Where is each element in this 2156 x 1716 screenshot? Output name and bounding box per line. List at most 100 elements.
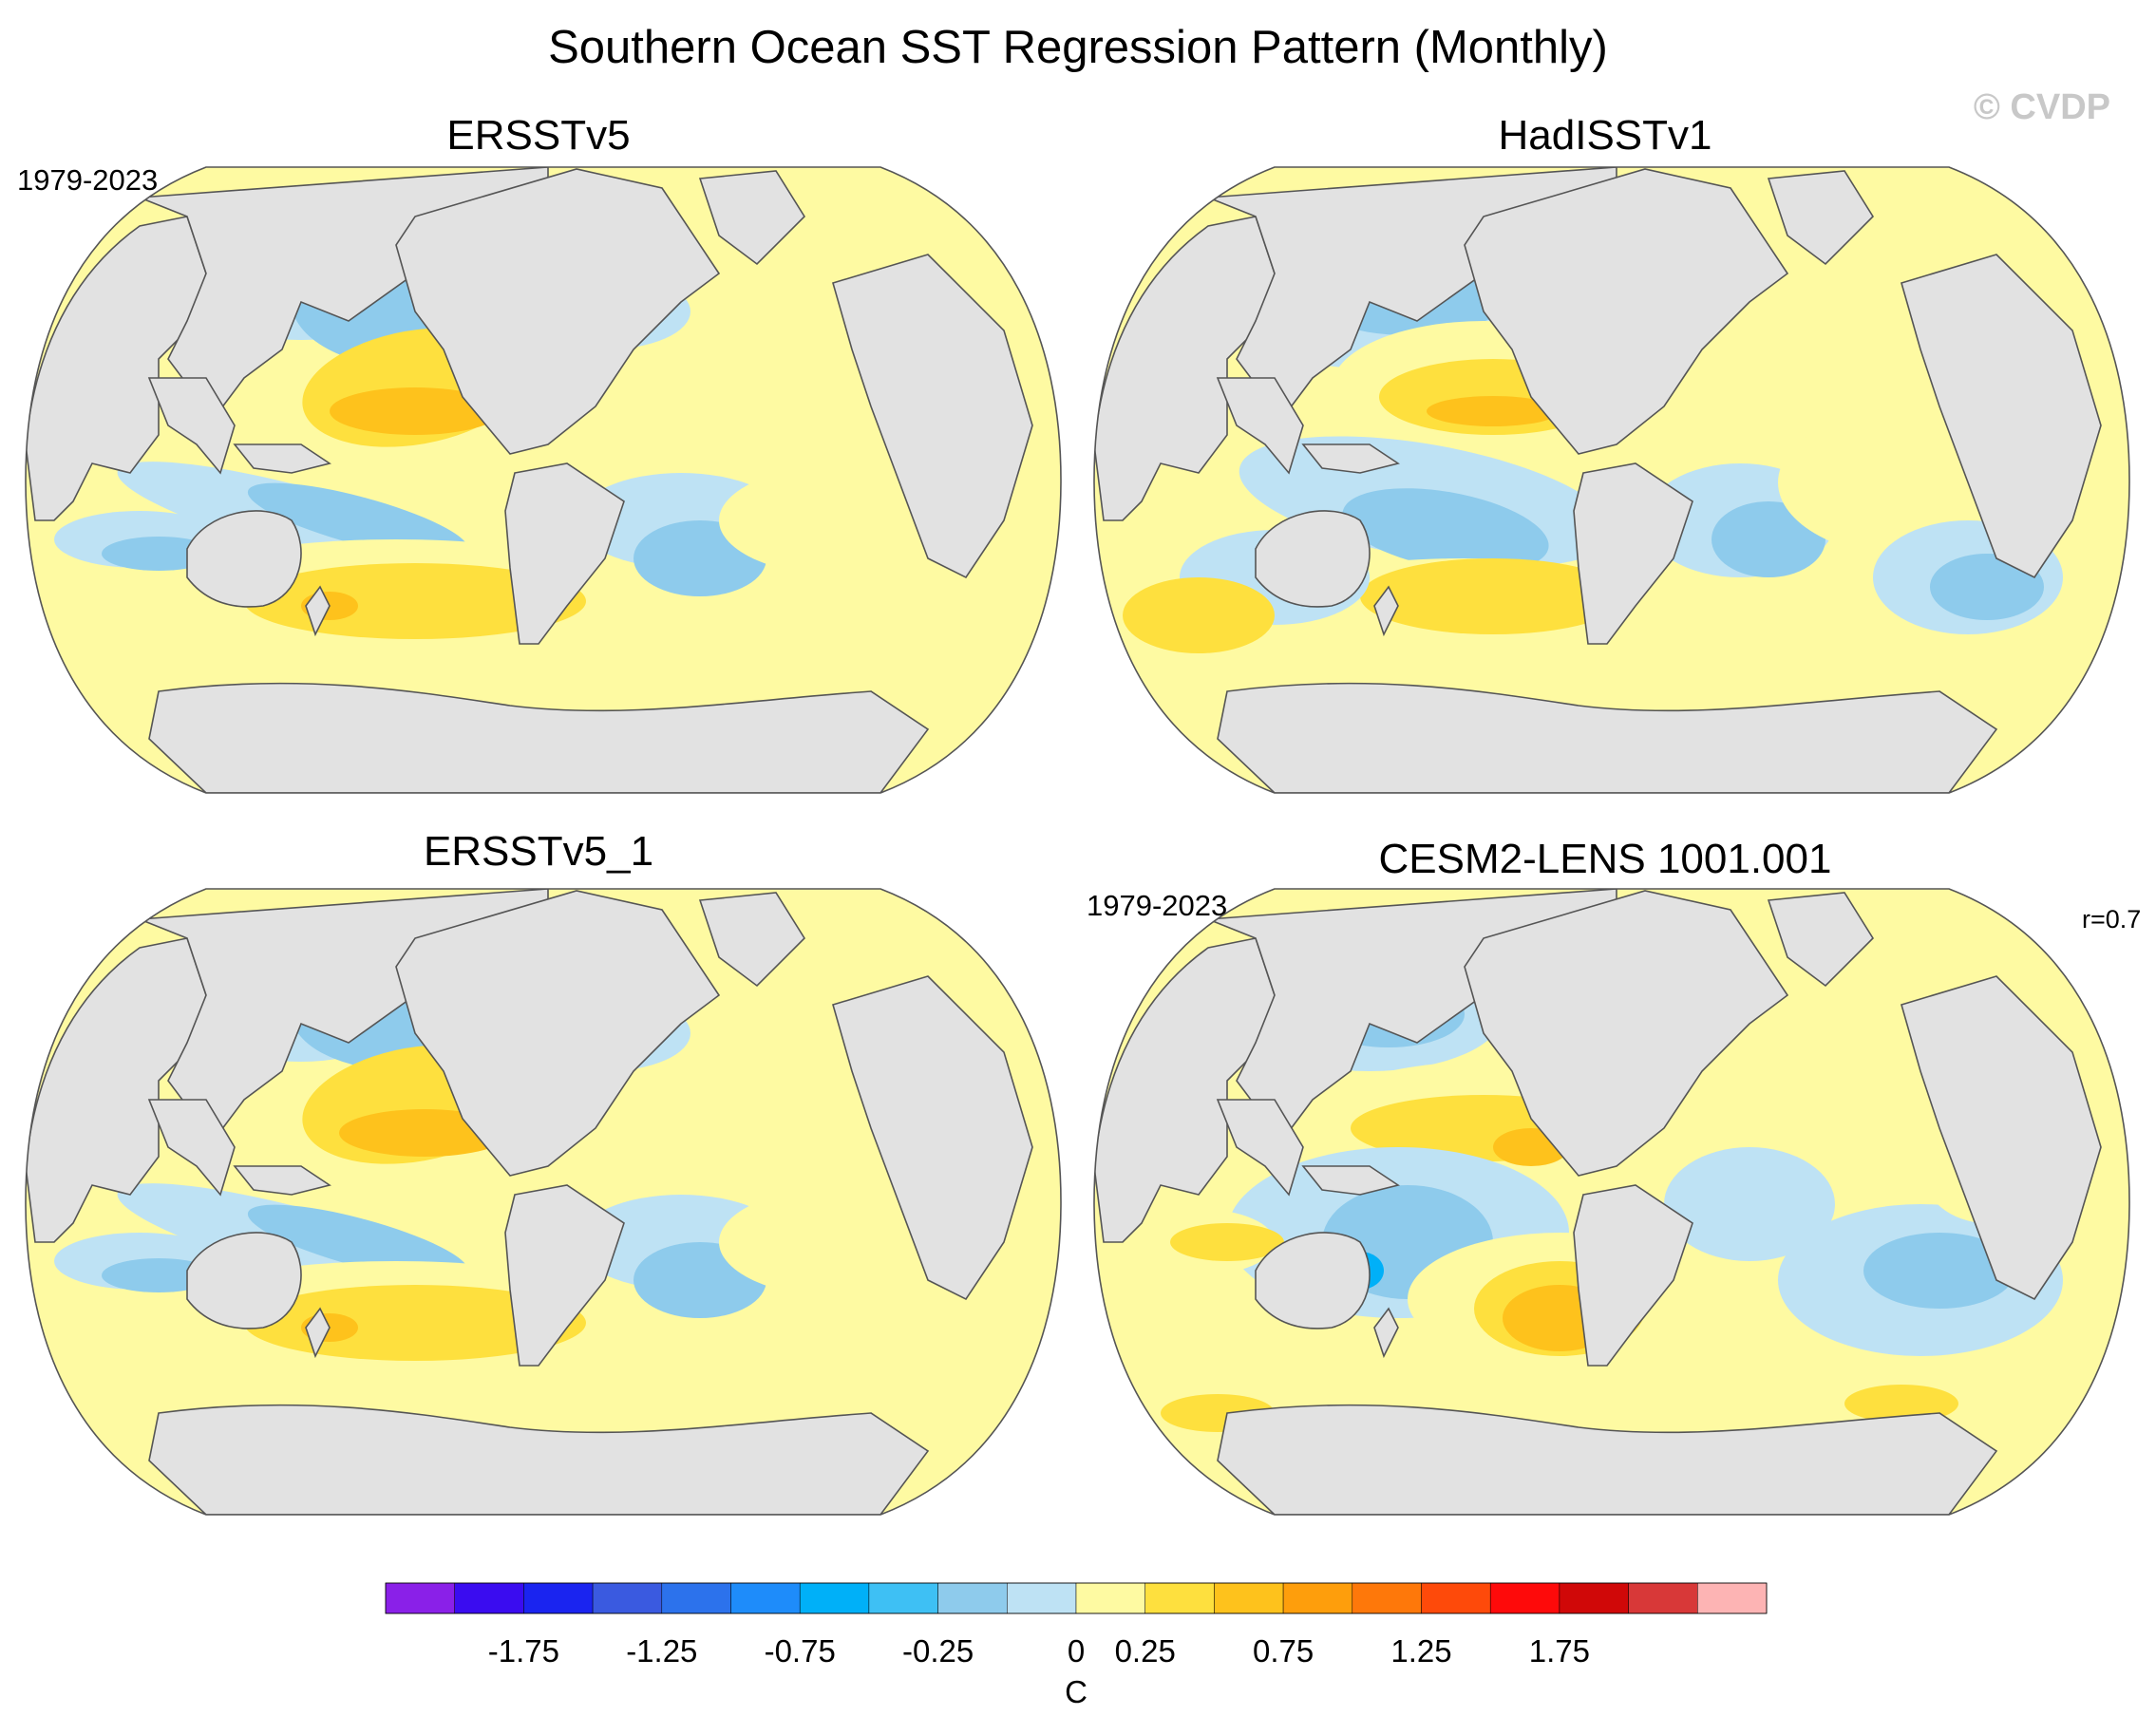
panel-period-cesm2: 1979-2023 — [1087, 889, 1228, 922]
land-australia — [186, 1232, 302, 1329]
land-africa-right — [1901, 975, 2102, 1301]
colorbar-bin — [799, 1582, 870, 1614]
figure-title: Southern Ocean SST Regression Pattern (M… — [548, 22, 1608, 73]
land-north-america — [1464, 890, 1789, 1177]
panel-title-ersstv5-1: ERSSTv5_1 — [423, 828, 654, 875]
land-south-asia — [147, 377, 236, 475]
land-africa-europe — [1094, 937, 1276, 1243]
colorbar-bin — [1144, 1582, 1215, 1614]
colorbar-tick-label: -1.25 — [626, 1633, 697, 1669]
colorbar-bin — [592, 1582, 663, 1614]
map-field-group — [1094, 889, 2129, 1515]
land-australia — [1255, 510, 1371, 608]
land-greenland — [1767, 170, 1875, 266]
sst-anomaly-region — [1170, 1223, 1284, 1261]
colorbar-bin — [1075, 1582, 1145, 1614]
land-indonesia — [1301, 1165, 1400, 1196]
sst-anomaly-region — [1930, 554, 2044, 620]
land-africa-right — [832, 975, 1033, 1301]
land-greenland — [698, 892, 806, 988]
land-greenland — [1767, 892, 1875, 988]
sst-anomaly-region — [1712, 501, 1825, 577]
colorbar-tick-label: -1.75 — [488, 1633, 559, 1669]
colorbar-bin — [385, 1582, 455, 1614]
colorbar-bin — [1628, 1582, 1698, 1614]
land-indonesia — [233, 443, 331, 474]
map-frame — [1093, 888, 2130, 1516]
sst-anomaly-region — [247, 482, 469, 558]
land-africa-europe — [1094, 216, 1276, 521]
colorbar-bin — [1352, 1582, 1422, 1614]
map-panel-ersstv5 — [25, 166, 1062, 794]
colorbar-bin — [937, 1582, 1008, 1614]
sst-anomaly-region — [1427, 396, 1560, 426]
map-field-group — [1094, 167, 2129, 793]
map-frame — [1093, 166, 2130, 794]
colorbar-bin — [1421, 1582, 1491, 1614]
land-south-asia — [1216, 377, 1304, 475]
colorbar-tick-label: 1.75 — [1529, 1633, 1590, 1669]
colorbar-bin — [1214, 1582, 1284, 1614]
panel-period-ersstv5: 1979-2023 — [17, 163, 159, 197]
land-indonesia — [233, 1165, 331, 1196]
land-antarctica — [1217, 682, 1998, 793]
cvdp-watermark: © CVDP — [1973, 87, 2110, 127]
land-antarctica — [1217, 1404, 1998, 1515]
land-new-zealand — [1373, 1307, 1399, 1359]
map-field-group — [26, 167, 1061, 793]
land-antarctica — [148, 682, 930, 793]
map-panel-cesm2 — [1093, 888, 2130, 1516]
panel-title-cesm2: CESM2-LENS 1001.001 — [1378, 836, 1832, 882]
sst-anomaly-region — [247, 1204, 469, 1280]
colorbar-bin — [730, 1582, 801, 1614]
panel-title-hadisstv1: HadISSTv1 — [1498, 112, 1712, 159]
land-africa-europe — [26, 216, 207, 521]
land-new-zealand — [1373, 585, 1399, 637]
colorbar-bin — [1489, 1582, 1560, 1614]
land-antarctica — [148, 1404, 930, 1515]
sst-anomaly-region — [1360, 558, 1626, 634]
map-frame — [25, 166, 1062, 794]
panel-correlation-cesm2: r=0.7 — [2082, 905, 2142, 933]
land-africa-europe — [26, 937, 207, 1243]
colorbar-bin — [1697, 1582, 1768, 1614]
land-australia — [1255, 1232, 1371, 1329]
sst-anomaly-region — [330, 387, 501, 435]
land-north-america — [395, 890, 721, 1177]
land-south-america — [1573, 462, 1693, 645]
land-south-america — [1573, 1184, 1693, 1367]
colorbar-bin — [523, 1582, 594, 1614]
land-south-asia — [1216, 1099, 1304, 1197]
colorbar-tick-label: 0.25 — [1115, 1633, 1176, 1669]
colorbar-tick-label: 0 — [1068, 1633, 1085, 1669]
map-field-group — [26, 889, 1061, 1515]
colorbar-bin — [661, 1582, 731, 1614]
colorbar-unit-label: C — [1065, 1674, 1087, 1709]
land-south-america — [504, 1184, 625, 1367]
colorbar-bin — [1559, 1582, 1629, 1614]
colorbar-bin — [1282, 1582, 1353, 1614]
land-south-asia — [147, 1099, 236, 1197]
land-south-america — [504, 462, 625, 645]
sst-anomaly-region — [1342, 488, 1549, 572]
land-new-zealand — [305, 1307, 331, 1359]
map-panel-hadisstv1 — [1093, 166, 2130, 794]
sst-anomaly-region — [1123, 577, 1275, 653]
colorbar-outline — [385, 1582, 1768, 1614]
colorbar: -1.75 -1.25 -0.75 -0.25 0 0.25 0.75 1.25 1.75 C — [385, 1582, 1768, 1709]
sst-anomaly-region — [652, 368, 823, 444]
colorbar-bin — [868, 1582, 938, 1614]
colorbar-tick-label: -0.75 — [765, 1633, 836, 1669]
colorbar-tick-label: 0.75 — [1253, 1633, 1314, 1669]
panel-title-ersstv5: ERSSTv5 — [446, 112, 631, 159]
land-africa-right — [832, 254, 1033, 579]
land-north-america — [395, 168, 721, 455]
sst-anomaly-region — [1730, 283, 1882, 359]
sst-anomaly-region — [1664, 1147, 1835, 1261]
colorbar-bin — [454, 1582, 524, 1614]
land-new-zealand — [305, 585, 331, 637]
colorbar-tick-label: 1.25 — [1390, 1633, 1451, 1669]
land-greenland — [698, 170, 806, 266]
colorbar-bin — [1007, 1582, 1077, 1614]
colorbar-tick-label: -0.25 — [902, 1633, 974, 1669]
